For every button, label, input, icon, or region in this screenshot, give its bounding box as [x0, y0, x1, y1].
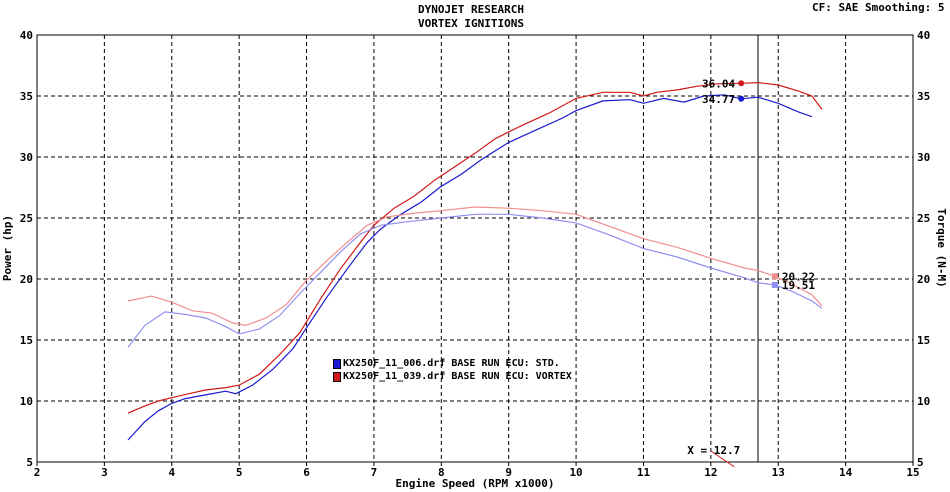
y-tick-label-right: 15 — [917, 334, 930, 347]
chart-title-line2: VORTEX IGNITIONS — [418, 17, 524, 30]
y-tick-label-left: 30 — [20, 151, 33, 164]
x-tick-label: 4 — [168, 466, 175, 479]
cursor-readout: X = 12.7 — [687, 444, 740, 457]
y-tick-label-right: 25 — [917, 212, 930, 225]
x-tick-label: 7 — [371, 466, 378, 479]
series-power-std — [127, 94, 813, 441]
y-tick-label-right: 30 — [917, 151, 930, 164]
marker-dot — [738, 80, 745, 87]
x-tick-label: 11 — [637, 466, 651, 479]
x-tick-label: 12 — [704, 466, 717, 479]
x-tick-label: 14 — [839, 466, 853, 479]
legend-swatch-std — [333, 358, 341, 369]
y-tick-label-right: 35 — [917, 90, 930, 103]
y-axis-label-left: Power (hp) — [1, 215, 14, 281]
y-tick-label-right: 20 — [917, 273, 930, 286]
y-tick-label-left: 10 — [20, 395, 33, 408]
legend-item-vortex: KX250F_11_039.drf BASE RUN ECU: VORTEX — [333, 371, 572, 382]
x-tick-label: 15 — [906, 466, 919, 479]
x-axis-label: Engine Speed (RPM x1000) — [396, 477, 555, 490]
series-torque-std — [127, 213, 823, 348]
y-tick-label-right: 5 — [917, 456, 924, 469]
y-tick-label-left: 35 — [20, 90, 33, 103]
legend-label-vortex: KX250F_11_039.drf BASE RUN ECU: VORTEX — [343, 371, 572, 382]
legend-label-std: KX250F_11_006.drf BASE RUN ECU: STD. — [343, 358, 560, 369]
y-tick-label-left: 5 — [26, 456, 33, 469]
y-tick-label-right: 40 — [917, 29, 930, 42]
legend-swatch-vortex — [333, 371, 341, 382]
x-tick-label: 3 — [101, 466, 108, 479]
marker-dot — [771, 281, 778, 288]
x-tick-label: 5 — [236, 466, 243, 479]
y-axis-label-right: Torque (N-M) — [935, 208, 948, 287]
marker-label: 20.22 — [782, 270, 815, 283]
y-tick-label-right: 10 — [917, 395, 930, 408]
legend-item-std: KX250F_11_006.drf BASE RUN ECU: STD. — [333, 358, 560, 369]
y-tick-label-left: 40 — [20, 29, 33, 42]
series-torque-vortex — [127, 206, 823, 327]
marker-label: 19.51 — [782, 279, 815, 292]
dyno-settings: CF: SAE Smoothing: 5 — [812, 1, 945, 14]
chart-title-line1: DYNOJET RESEARCH — [418, 3, 524, 16]
x-tick-label: 8 — [438, 466, 445, 479]
grid — [37, 35, 913, 462]
y-tick-label-left: 15 — [20, 334, 33, 347]
marker-dot — [738, 95, 745, 102]
y-tick-label-left: 20 — [20, 273, 33, 286]
x-tick-label: 6 — [303, 466, 310, 479]
marker-label: 34.77 — [702, 93, 735, 106]
marker-label: 36.04 — [702, 77, 735, 90]
x-tick-label: 9 — [505, 466, 512, 479]
x-tick-label: 10 — [569, 466, 582, 479]
plot-frame — [36, 34, 914, 463]
series-layer — [127, 81, 823, 441]
marker-dot — [771, 273, 778, 280]
x-tick-label: 2 — [34, 466, 41, 479]
cursor-line-tail — [710, 450, 735, 468]
y-tick-label-left: 25 — [20, 212, 33, 225]
series-power-vortex — [127, 81, 823, 414]
x-tick-label: 13 — [772, 466, 785, 479]
